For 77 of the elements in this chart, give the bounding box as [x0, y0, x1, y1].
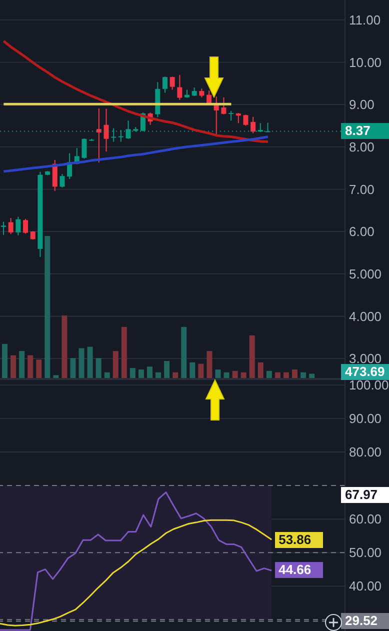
text: 67.97 — [341, 486, 389, 503]
y-tick-label: 8.00 — [349, 139, 374, 154]
bar — [198, 364, 204, 378]
candlestick — [96, 108, 102, 164]
bar — [62, 316, 68, 378]
bar — [44, 236, 50, 378]
y-tick-label: 11.00 — [349, 12, 381, 28]
y-tick-label: 7.00 — [349, 182, 374, 197]
candlestick — [236, 112, 241, 124]
candlestick — [162, 76, 168, 94]
bar — [78, 348, 84, 378]
bar — [147, 366, 153, 378]
y-tick-label: 80.00 — [349, 444, 382, 460]
bar — [181, 326, 187, 378]
y-tick-label: 100.00 — [349, 378, 389, 393]
bar — [112, 351, 118, 378]
bar — [70, 358, 76, 378]
y-tick-label: 60.00 — [349, 512, 382, 527]
y-tick-label: 5.000 — [349, 266, 382, 282]
candlestick — [228, 110, 234, 122]
y-tick-label: 50.00 — [349, 545, 382, 560]
candlestick — [170, 76, 175, 90]
line-series — [2, 40, 270, 144]
bar — [19, 351, 25, 378]
bar — [130, 368, 136, 378]
bar — [10, 355, 16, 378]
bar — [164, 360, 170, 378]
bar — [96, 358, 102, 378]
bar — [138, 369, 144, 378]
bar — [224, 372, 230, 378]
candlestick — [1, 221, 6, 236]
bar — [240, 372, 246, 378]
text: 473.69 — [341, 364, 389, 380]
candlestick — [250, 116, 256, 134]
bar — [266, 370, 272, 378]
candlestick — [243, 114, 248, 126]
bar — [206, 351, 212, 378]
bar — [274, 372, 280, 378]
bar — [172, 372, 178, 378]
bar — [36, 360, 42, 378]
candlestick — [206, 90, 212, 104]
bar — [215, 369, 221, 378]
y-tick-label: 90.00 — [349, 411, 382, 426]
bar — [283, 372, 289, 378]
y-tick-label: 6.00 — [349, 224, 374, 240]
bar — [104, 372, 110, 378]
candlestick — [60, 173, 65, 188]
candlestick — [23, 218, 28, 234]
bar — [292, 369, 298, 378]
y-tick-label: 9.00 — [349, 97, 374, 112]
y-tick-label: 4.000 — [349, 308, 382, 324]
bar — [2, 344, 8, 378]
data-label: 53.86 — [274, 532, 323, 548]
candlestick — [82, 138, 87, 160]
bar — [87, 346, 93, 378]
y-tick-label: 10.00 — [349, 54, 382, 70]
data-label: 44.66 — [274, 562, 323, 578]
candlestick — [16, 216, 21, 236]
y-tick-label: 40.00 — [349, 578, 382, 594]
candlestick — [104, 108, 109, 152]
y-tick-label: 3.000 — [349, 351, 382, 366]
bar — [190, 362, 196, 378]
bar — [249, 335, 255, 378]
bar — [156, 372, 162, 378]
bar — [258, 362, 264, 378]
bar — [300, 372, 306, 378]
bar — [232, 370, 238, 378]
candlestick — [221, 96, 226, 115]
candlestick — [177, 74, 182, 100]
ref-line-label: 29.52 — [341, 613, 389, 630]
bar — [309, 374, 315, 378]
bar — [53, 375, 59, 378]
ref-line-label: 8.37 — [341, 123, 389, 140]
line-series — [0, 519, 272, 626]
candlestick — [8, 217, 14, 235]
bar — [121, 326, 127, 378]
bar — [28, 355, 34, 378]
